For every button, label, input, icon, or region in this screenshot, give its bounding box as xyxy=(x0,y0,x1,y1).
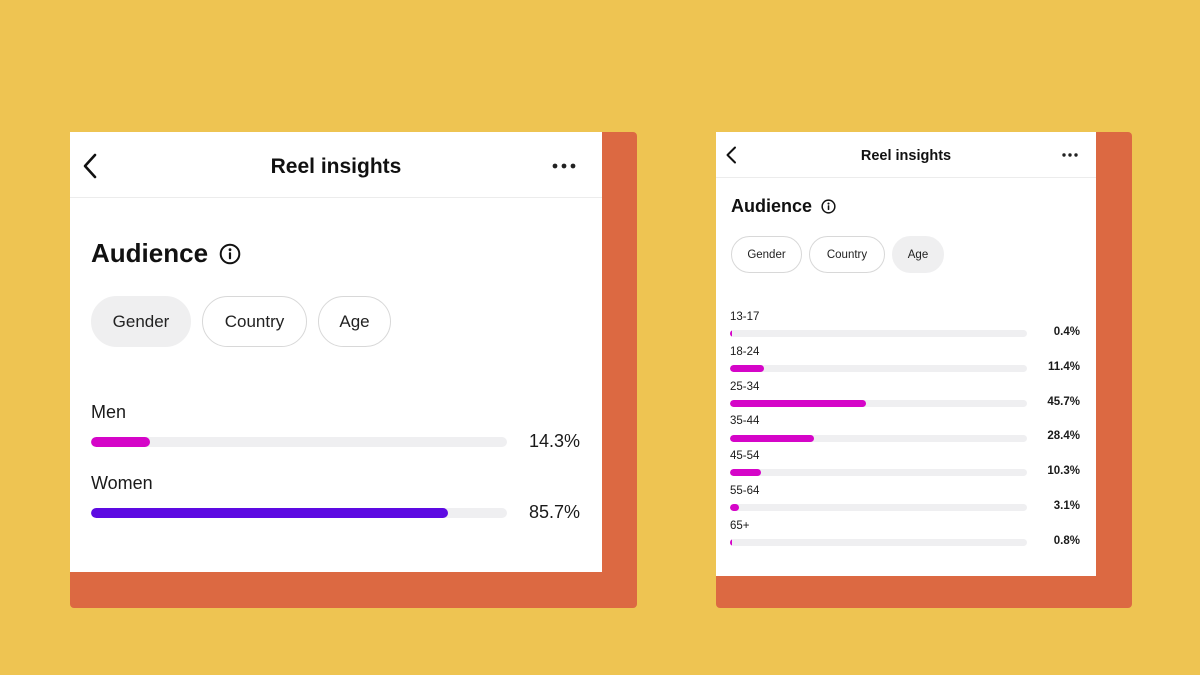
section-title: Audience xyxy=(731,196,813,216)
bar-track xyxy=(730,434,1027,442)
tab-country[interactable]: Country xyxy=(809,236,885,273)
bar-track xyxy=(730,399,1027,407)
tab-age[interactable]: Age xyxy=(892,236,944,273)
bar-row: Men 14.3% xyxy=(91,402,580,453)
bar-row: 25-34 45.7% xyxy=(730,381,1080,412)
bar-row: Women 85.7% xyxy=(91,473,580,524)
bar-label: Men xyxy=(91,402,127,422)
bar-track xyxy=(730,504,1027,512)
bar-percentage: 85.7% xyxy=(528,502,580,522)
header-title: Reel insights xyxy=(270,155,402,178)
bar-track xyxy=(91,508,507,518)
tab-gender[interactable]: Gender xyxy=(91,296,191,347)
bar-fill xyxy=(730,434,815,442)
bar-label: 35-44 xyxy=(730,415,760,428)
bar-row: 45-54 10.3% xyxy=(730,450,1080,481)
insights-card: Reel insights Audience Gender Country Age … xyxy=(70,132,602,572)
bar-fill xyxy=(730,469,761,477)
bar-row: 35-44 28.4% xyxy=(730,415,1080,446)
info-circle-icon[interactable] xyxy=(219,243,241,265)
section-title: Audience xyxy=(91,238,209,268)
bar-fill xyxy=(730,330,732,338)
info-circle-icon[interactable] xyxy=(821,199,836,214)
chevron-left-icon[interactable] xyxy=(82,153,98,179)
bar-track xyxy=(730,330,1027,338)
bar-fill xyxy=(730,539,733,547)
chevron-left-icon[interactable] xyxy=(725,146,737,164)
more-horizontal-icon[interactable] xyxy=(1062,153,1078,157)
header-bar: Reel insights xyxy=(70,132,602,198)
bar-track xyxy=(91,437,507,447)
bar-percentage: 3.1% xyxy=(1053,500,1080,512)
bar-label: 55-64 xyxy=(730,485,760,497)
bar-row: 65+ 0.8% xyxy=(730,520,1080,551)
bar-fill xyxy=(730,365,764,373)
bar-percentage: 0.8% xyxy=(1053,534,1080,547)
bar-percentage: 45.7% xyxy=(1047,395,1080,408)
bar-fill xyxy=(730,504,740,512)
header-bar: Reel insights xyxy=(716,132,1096,178)
bar-percentage: 0.4% xyxy=(1053,326,1080,338)
bar-percentage: 11.4% xyxy=(1048,360,1080,373)
tab-gender[interactable]: Gender xyxy=(731,236,802,273)
bar-track xyxy=(730,539,1027,547)
bar-label: 45-54 xyxy=(730,450,760,463)
tab-country[interactable]: Country xyxy=(202,296,307,347)
bar-row: 55-64 3.1% xyxy=(730,485,1080,516)
bar-percentage: 10.3% xyxy=(1047,465,1080,478)
audience-heading-row: Audience xyxy=(731,196,836,217)
bar-fill xyxy=(91,437,151,447)
audience-filter-tabs: Gender Country Age xyxy=(731,236,944,273)
bar-label: Women xyxy=(91,473,153,493)
bar-row: 18-24 11.4% xyxy=(730,346,1080,377)
bar-label: 25-34 xyxy=(730,380,760,393)
bar-track xyxy=(730,365,1027,373)
bar-percentage: 14.3% xyxy=(528,431,580,451)
audience-heading-row: Audience xyxy=(91,238,241,269)
audience-filter-tabs: Gender Country Age xyxy=(91,296,391,347)
bar-track xyxy=(730,469,1027,477)
tab-age[interactable]: Age xyxy=(318,296,391,347)
bar-label: 65+ xyxy=(730,519,750,532)
bar-row: 13-17 0.4% xyxy=(730,311,1080,342)
bar-label: 18-24 xyxy=(730,345,760,358)
header-title: Reel insights xyxy=(860,148,952,164)
bar-label: 13-17 xyxy=(730,311,760,323)
bar-fill xyxy=(730,399,866,407)
insights-card: Reel insights Audience Gender Country Age … xyxy=(716,132,1096,576)
bar-percentage: 28.4% xyxy=(1047,430,1080,443)
bar-fill xyxy=(91,508,448,518)
more-horizontal-icon[interactable] xyxy=(552,163,576,169)
